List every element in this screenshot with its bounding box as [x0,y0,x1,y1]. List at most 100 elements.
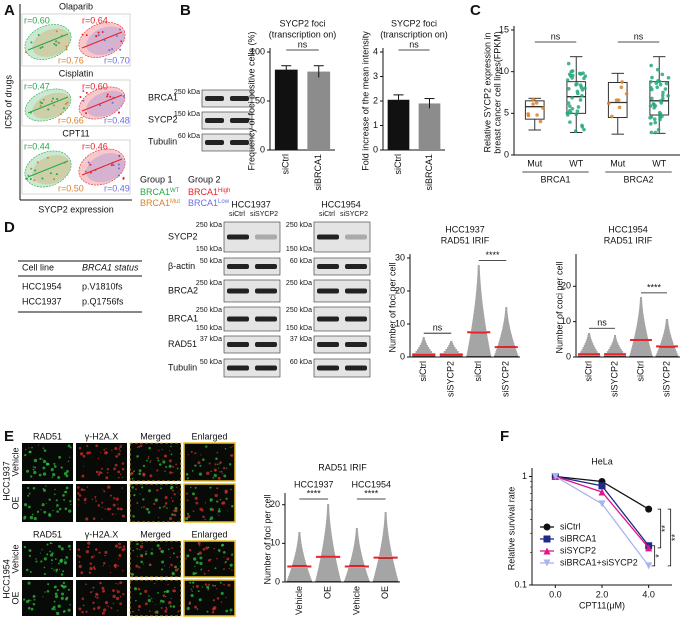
signal [149,474,153,478]
band [255,316,277,322]
legend-group: Group 2 [188,174,221,184]
signal [78,607,82,611]
signal [156,457,159,460]
kda-marker: 250 kDa [174,89,200,96]
signal [164,505,166,507]
x-tick-label: siCtrl [418,361,428,382]
band [205,140,224,145]
signal [51,476,54,478]
signal [114,544,119,548]
signal [24,454,27,457]
band [317,316,339,322]
signal [25,449,27,451]
signal [92,586,95,589]
signal [104,550,108,555]
dot [118,167,121,170]
jitter [652,102,656,107]
kda-marker: 150 kDa [196,246,222,253]
signal [194,496,198,500]
jitter [535,113,539,117]
signal [140,560,144,564]
channel-label: Enlarged [191,529,227,539]
ellipse [86,26,125,55]
dot [101,30,104,33]
signal [112,594,116,599]
signal [69,500,72,503]
signal [42,458,44,460]
jitter [570,76,574,80]
signal [50,468,54,472]
annotation: **** [307,488,322,498]
signal [116,590,120,594]
signal [153,502,156,505]
trend-line [27,33,69,51]
signal [65,486,69,490]
signal [95,548,98,551]
signal [55,499,58,502]
legend-item: BRCA1WT [140,187,180,197]
micrograph [129,579,182,617]
signal [109,494,112,497]
jitter [579,85,584,90]
signal [117,558,120,560]
chart-title: HCC1954 [608,224,648,234]
dot [37,34,40,37]
signal [117,564,120,567]
signal [198,551,202,555]
signal [77,492,80,495]
signal [63,491,66,493]
signal [214,463,217,466]
signal [223,568,225,571]
kda-marker: 60 kDa [178,133,200,140]
signal [226,557,230,561]
signal [146,459,148,462]
signal [58,568,61,570]
signal [202,515,205,519]
dot [108,49,111,52]
signal [192,586,195,588]
signal [138,566,141,569]
group-label: BRCA1 [540,174,570,184]
signal [194,565,196,568]
signal [162,460,166,464]
signal [142,473,146,477]
panel-label: A [4,2,15,19]
kda-marker: 37 kDa [290,336,312,343]
jitter [649,121,653,126]
signal [78,446,82,450]
signal [186,512,189,515]
signal [60,584,64,587]
signal [151,597,153,600]
y-tick-label: 1 [522,471,527,481]
signal [78,555,82,558]
signal [132,515,135,518]
signal [64,491,68,494]
signal [28,549,32,553]
signal [85,610,88,613]
annotation: ** [660,525,670,533]
dot [29,178,32,181]
band [345,288,367,294]
dot [41,102,44,105]
signal [172,605,176,608]
signal [58,507,62,511]
signal [57,604,61,608]
blot-label: BRCA2 [168,285,198,295]
signal [169,487,173,490]
chart-subtitle: RAD51 IRIF [441,235,490,245]
signal [33,517,37,521]
signal [185,517,189,521]
signal [174,507,178,511]
signal [53,493,56,496]
jitter [648,79,653,84]
signal [60,547,64,551]
signal [204,518,207,521]
signal [101,506,103,509]
signal [192,510,195,513]
signal [172,552,175,555]
signal [187,454,190,456]
jitter [614,98,619,103]
signal [141,486,144,489]
signal [70,503,72,506]
table-cell: p.Q1756fs [82,296,124,306]
